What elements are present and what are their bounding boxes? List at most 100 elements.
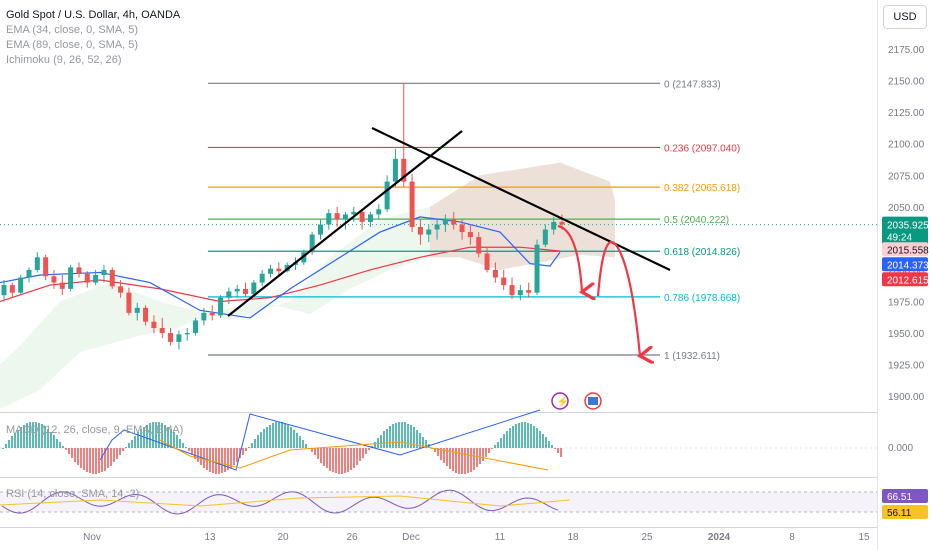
candle (18, 274, 24, 296)
macd-bar (83, 448, 85, 470)
macd-bar (422, 437, 424, 448)
candle-body (226, 291, 232, 298)
macd-bar (272, 423, 274, 448)
time-tick: 20 (277, 532, 289, 543)
macd-bar (17, 430, 19, 448)
candle (218, 295, 224, 318)
candle-body (484, 253, 490, 270)
candle (517, 285, 523, 301)
macd-bar (188, 448, 190, 451)
candle (76, 262, 82, 278)
candle-body (26, 269, 32, 278)
macd-bar (380, 435, 382, 448)
macd-bar (425, 440, 427, 448)
macd-bar (401, 422, 403, 448)
macd-bar (350, 448, 352, 470)
macd-bar (293, 430, 295, 448)
macd-bar (71, 448, 73, 458)
macd-bar (275, 422, 277, 448)
currency-button[interactable]: USD (883, 5, 927, 29)
macd-bar (38, 423, 40, 448)
macd-bar (539, 431, 541, 448)
macd-bar (374, 442, 376, 448)
fib-level-label: 0.786 (1978.668) (664, 293, 740, 304)
fib-level-label: 0 (2147.833) (664, 79, 721, 90)
candle-body (176, 334, 182, 342)
macd-bar (116, 448, 118, 459)
candle-body (151, 321, 157, 329)
macd-bar (470, 448, 472, 472)
candle (26, 267, 32, 283)
macd-bar (392, 424, 394, 448)
price-label-value: 2014.373 (887, 260, 929, 271)
lightning-event-icon (551, 392, 569, 410)
macd-bar (146, 425, 148, 448)
rsi-ma-line (0, 495, 571, 507)
rsi-line (1, 489, 559, 515)
candle-body (76, 267, 82, 274)
candle (176, 330, 182, 350)
price-label (882, 257, 928, 272)
macd-bar (464, 448, 466, 474)
macd-bar (62, 446, 64, 448)
macd-bar (518, 423, 520, 448)
candle (359, 209, 365, 230)
candle-body (451, 219, 457, 225)
macd-bar (266, 427, 268, 448)
macd-bar (65, 448, 67, 450)
candle-body (251, 282, 257, 294)
macd-bar (11, 436, 13, 448)
macd-bar (125, 447, 127, 448)
macd-bar (14, 433, 16, 448)
macd-bar (320, 448, 322, 463)
macd-bar (290, 427, 292, 448)
candle-body (509, 285, 515, 296)
macd-bar (305, 444, 307, 448)
macd-bar (383, 431, 385, 448)
macd-bar (314, 448, 316, 455)
candle-body (134, 307, 140, 313)
macd-bar (179, 439, 181, 448)
us-flag-glyph (588, 397, 598, 405)
macd-bar (149, 423, 151, 448)
price-label-box (882, 257, 928, 272)
macd-bar (32, 422, 34, 448)
candle (417, 219, 423, 245)
macd-bar (545, 437, 547, 448)
macd-bar (473, 448, 475, 470)
time-tick: 13 (204, 532, 216, 543)
price-tick: 2000.00 (888, 266, 925, 277)
macd-bar (554, 448, 556, 449)
fib-level-label: 0.618 (2014.826) (664, 247, 740, 258)
macd-bar (200, 448, 202, 465)
candle (234, 285, 240, 298)
macd-bar (152, 422, 154, 448)
macd-bar (461, 448, 463, 474)
candle-body (467, 232, 473, 238)
macd-bar (230, 448, 232, 468)
candle (376, 204, 382, 220)
macd-bar (56, 439, 58, 448)
macd-bar (218, 448, 220, 474)
macd-bar (551, 445, 553, 448)
macd-bar (164, 425, 166, 448)
candle (118, 280, 124, 298)
rsi-legend: RSI (14, close, SMA, 14, 2) (6, 488, 140, 500)
candle (409, 173, 415, 233)
macd-bar (506, 431, 508, 448)
macd-bar (2, 448, 4, 449)
candle-body (376, 209, 382, 215)
macd-bar (323, 448, 325, 466)
candle (243, 282, 249, 297)
macd-bar (155, 422, 157, 448)
macd-bar (533, 426, 535, 448)
candle (351, 206, 357, 222)
candle (201, 307, 207, 326)
macd-bar (161, 423, 163, 448)
price-tick: 2050.00 (888, 203, 925, 214)
macd-bar (137, 432, 139, 448)
macd-bar (47, 429, 49, 448)
candle-body (193, 320, 199, 334)
candle (551, 216, 557, 235)
